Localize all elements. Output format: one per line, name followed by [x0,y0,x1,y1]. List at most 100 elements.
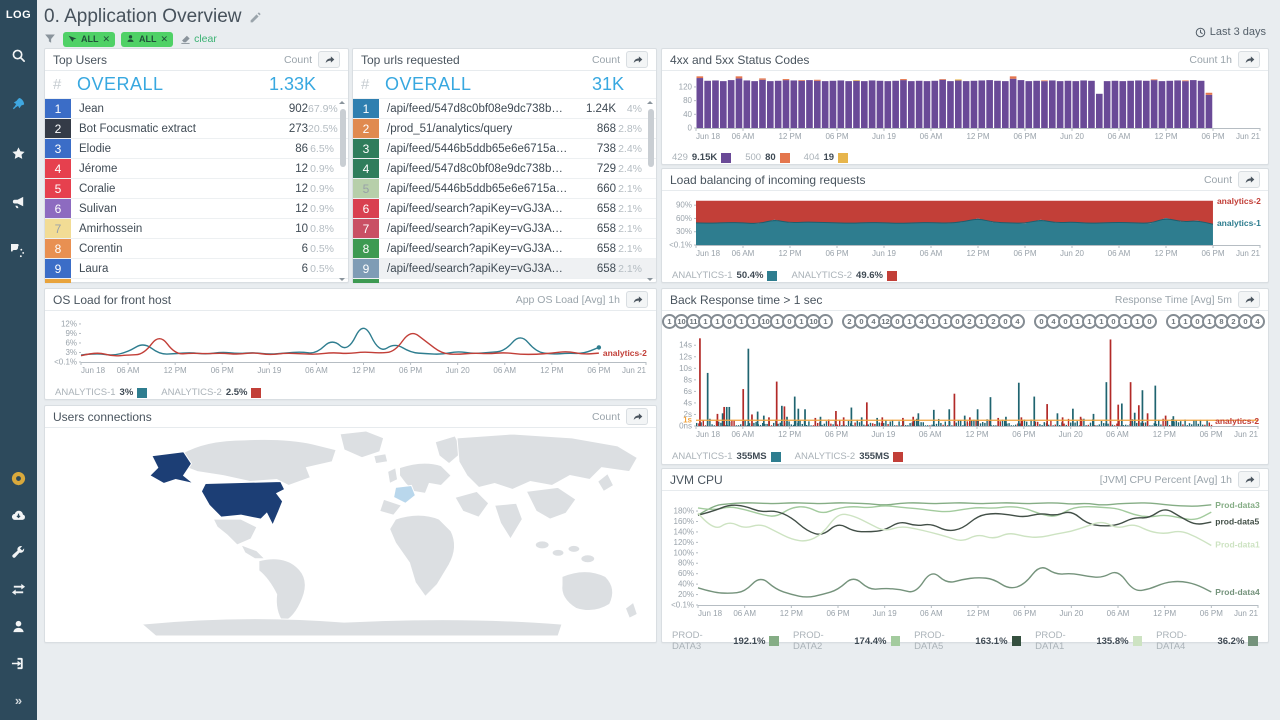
svg-text:06 AM: 06 AM [920,609,943,618]
legend-item[interactable]: PROD-DATA3 192.1% [672,630,780,652]
legend-item[interactable]: ANALYTICS-2 2.5% [161,387,262,398]
share-button[interactable] [1238,471,1260,488]
table-row[interactable]: 3/api/feed/5446b5ddb65e6e6715aab6bc... 73… [353,139,656,159]
transfer-icon[interactable] [11,581,27,597]
svg-text:Jun 19: Jun 19 [873,609,898,618]
table-row[interactable] [353,279,656,283]
share-button[interactable] [1238,291,1260,308]
svg-text:06 PM: 06 PM [399,366,422,375]
time-range-selector[interactable]: Last 3 days [1195,26,1266,38]
legend-swatch [1011,636,1022,646]
table-row[interactable]: 4 Jérome 12 0.9% [45,159,348,179]
svg-text:12 PM: 12 PM [164,366,187,375]
legend-item[interactable]: ANALYTICS-2 49.6% [791,270,897,281]
table-row[interactable]: 6 Sulivan 12 0.9% [45,199,348,219]
legend-item[interactable]: ANALYTICS-1 50.4% [672,270,778,281]
svg-text:120%: 120% [674,538,694,547]
legend-item[interactable]: ANALYTICS-1 355MS [672,451,781,462]
table-row[interactable]: 4/api/feed/547d8c0bf08e9dc738b0239d... 72… [353,159,656,179]
lifebuoy-icon[interactable] [11,470,27,486]
wrench-icon[interactable] [11,544,27,560]
table-scrollbar[interactable] [646,99,655,283]
legend-item[interactable]: PROD-DATA4 36.2% [1156,630,1258,652]
user-icon[interactable] [11,618,27,634]
filter-pill-1[interactable]: ALL ✕ [121,31,174,47]
svg-text:06 AM: 06 AM [920,132,943,141]
rank-badge: 2 [45,119,71,138]
svg-text:06 AM: 06 AM [1106,430,1129,439]
jvm-cpu-chart[interactable]: Jun 18 06 AM 12 PM 06 PM Jun 19 06 AM 12 PM 06 … [662,491,1268,623]
panel-top-urls: Top urls requested Count # OVERALL 31K 1… [352,48,657,283]
os-load-chart[interactable]: Jun 18 06 AM 12 PM 06 PM Jun 19 06 AM 12 PM 06 … [45,311,656,380]
legend-item[interactable]: 404 19 [804,152,849,163]
svg-text:30%: 30% [676,227,692,236]
panel-metric: App OS Load [Avg] 1h [515,293,620,306]
legend-item[interactable]: PROD-DATA5 163.1% [914,630,1022,652]
overall-label: OVERALL [385,74,472,94]
svg-text:Jun 20: Jun 20 [1060,249,1085,258]
table-row[interactable]: 6/api/feed/search?apiKey=vGJ3AvIwh7K... 6… [353,199,656,219]
table-row[interactable]: 1 Jean 902 67.9% [45,99,348,119]
legend-item[interactable]: ANALYTICS-2 355MS [795,451,904,462]
share-button[interactable] [1238,51,1260,68]
status-codes-chart[interactable]: Jun 18 06 AM 12 PM 06 PM Jun 19 06 AM 12 PM 06 … [662,71,1268,145]
legend-item[interactable]: ANALYTICS-1 3% [55,387,148,398]
svg-text:analytics-2: analytics-2 [603,348,647,358]
legend-item[interactable]: PROD-DATA1 135.8% [1035,630,1143,652]
row-name: /api/feed/search?apiKey=vGJ3AvIwh7K... [387,222,568,235]
table-row[interactable]: 5 Coralie 12 0.9% [45,179,348,199]
event-marker[interactable]: 10 [758,314,773,329]
panel-status-codes: 4xx and 5xx Status Codes Count 1h Jun 18… [661,48,1269,165]
event-marker[interactable]: 4 [1010,314,1025,329]
event-marker[interactable]: 0 [1142,314,1157,329]
share-button[interactable] [626,51,648,68]
share-button[interactable] [626,408,648,425]
rocket-icon[interactable] [11,96,27,112]
table-row[interactable]: 7 Amirhossein 10 0.8% [45,219,348,239]
event-marker[interactable]: 4 [1250,314,1265,329]
cloud-download-icon[interactable] [11,507,27,523]
share-button[interactable] [626,291,648,308]
table-row[interactable]: 8 Corentin 6 0.5% [45,239,348,259]
megaphone-icon[interactable] [11,194,27,210]
legend-item[interactable]: PROD-DATA2 174.4% [793,630,901,652]
table-row[interactable] [45,279,348,283]
collapse-icon[interactable]: » [14,692,23,708]
event-marker[interactable]: 0 [1238,314,1253,329]
table-row[interactable]: 9 Laura 6 0.5% [45,259,348,279]
map-island [567,544,581,553]
row-count: 660 [596,182,616,195]
table-row[interactable]: 3 Elodie 86 6.5% [45,139,348,159]
search-icon[interactable] [11,47,27,63]
legend-item[interactable]: 500 80 [745,152,790,163]
share-button[interactable] [318,51,340,68]
table-row[interactable]: 1/api/feed/547d8c0bf08e9dc738b0239d... 1.… [353,99,656,119]
row-percent: 20.5% [308,122,338,135]
svg-text:06 PM: 06 PM [825,249,848,258]
clear-filters-button[interactable]: clear [180,33,217,45]
table-row[interactable]: 5/api/feed/5446b5ddb65e6e6715aab6bc... 66… [353,179,656,199]
palette-icon[interactable] [11,243,27,259]
svg-text:Jun 19: Jun 19 [871,430,896,439]
table-row[interactable]: 8/api/feed/search?apiKey=vGJ3AvIwh7K... 6… [353,239,656,259]
table-row[interactable]: 7/api/feed/search?apiKey=vGJ3AvIwh7K... 6… [353,219,656,239]
event-marker[interactable]: 1 [818,314,833,329]
map-india [493,502,523,540]
filter-pill-0[interactable]: ALL ✕ [63,31,116,47]
table-row[interactable]: 2/prod_51/analytics/query 868 2.8% [353,119,656,139]
world-map[interactable] [45,428,656,641]
load-balancing-chart[interactable]: Jun 18 06 AM 12 PM 06 PM Jun 19 06 AM 12 PM 06 … [662,191,1268,263]
row-name: /api/feed/search?apiKey=vGJ3AvIwh7K... [387,242,568,255]
table-row[interactable]: 9/api/feed/search?apiKey=vGJ3AvIwh7K... 6… [353,259,656,279]
logout-icon[interactable] [11,655,27,671]
table-row[interactable]: 2 Bot Focusmatic extract 273 20.5% [45,119,348,139]
row-count: 738 [596,142,616,155]
event-marker[interactable]: 1 [698,314,713,329]
edit-icon[interactable] [249,11,262,24]
filter-icon[interactable] [44,33,56,45]
response-time-chart[interactable]: Jun 18 06 AM 12 PM 06 PM Jun 19 06 AM 12 PM 06 … [662,332,1268,444]
star-icon[interactable] [11,145,27,161]
table-scrollbar[interactable] [338,99,347,283]
legend-item[interactable]: 429 9.15K [672,152,732,163]
share-button[interactable] [1238,171,1260,188]
